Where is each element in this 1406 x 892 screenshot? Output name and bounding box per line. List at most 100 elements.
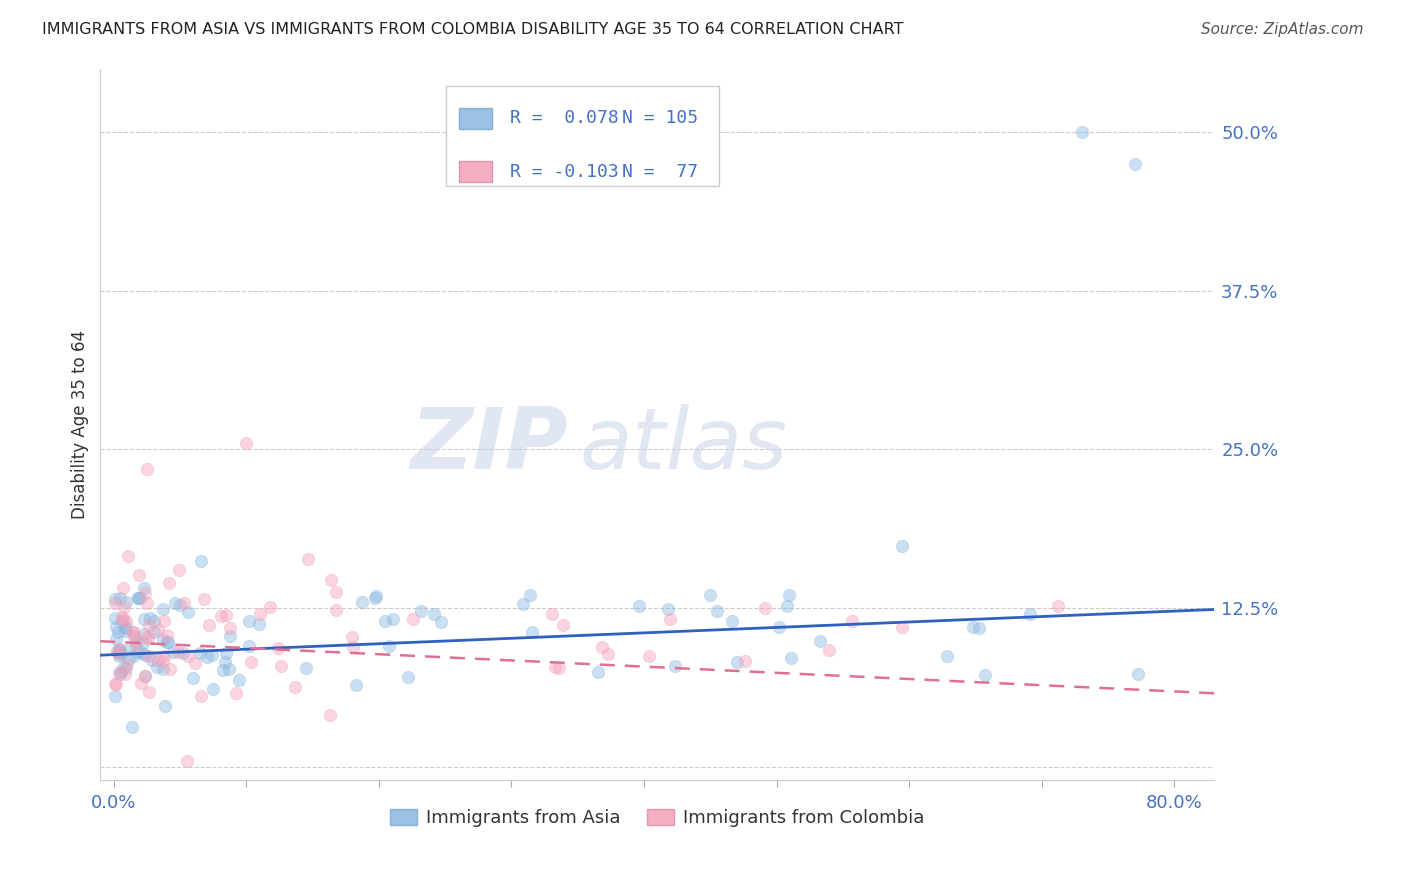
Point [111,610,134,624]
Point [541,607,564,621]
Point [152,663,174,677]
Point [962,620,984,634]
Point [134,669,156,683]
Point [105,644,128,658]
Point [132,581,155,595]
Point [104,677,127,691]
Point [754,601,776,615]
Point [153,699,176,714]
Point [131,646,153,660]
Point [122,624,145,639]
Bar [458,108,492,129]
Point [134,585,156,599]
Y-axis label: Disability Age 35 to 64: Disability Age 35 to 64 [72,329,89,518]
Point [512,597,534,611]
Point [132,636,155,650]
Point [107,642,129,657]
Point [215,647,238,661]
Point [259,600,281,615]
Point [167,564,190,578]
Point [1123,157,1146,171]
Point [374,615,396,629]
Point [218,662,240,676]
Point [128,591,150,605]
Point [967,622,990,636]
Point [284,681,307,695]
Point [114,621,136,635]
Point [973,668,995,682]
Point [111,582,134,596]
Point [214,655,236,669]
Point [779,650,801,665]
Point [209,609,232,624]
Point [364,591,387,605]
Point [202,681,225,696]
Point [136,632,159,646]
Point [146,660,169,674]
Point [111,612,134,626]
Point [235,436,257,450]
Point [135,461,157,475]
Point [115,614,138,628]
Point [107,645,129,659]
Point [342,640,364,654]
Point [197,617,219,632]
Point [156,634,179,648]
Point [319,708,342,723]
Point [195,650,218,665]
Point [121,648,143,663]
Point [138,648,160,663]
Point [890,539,912,553]
Point [657,601,679,615]
Point [134,648,156,662]
Point [104,632,127,647]
Point [112,600,135,615]
Point [423,607,446,621]
Point [297,552,319,566]
Point [157,575,180,590]
Point [381,612,404,626]
Point [325,603,347,617]
Point [1018,607,1040,621]
Point [402,612,425,626]
Point [240,655,263,669]
Point [1126,667,1149,681]
Point [935,649,957,664]
Point [352,594,374,608]
Point [132,611,155,625]
Point [115,661,138,675]
Point [129,675,152,690]
Point [125,640,148,654]
Point [104,611,127,625]
Point [364,589,387,603]
Point [181,671,204,685]
Point [1047,599,1070,614]
Text: Source: ZipAtlas.com: Source: ZipAtlas.com [1201,22,1364,37]
Point [127,591,149,605]
Text: atlas: atlas [579,404,787,487]
Point [325,585,347,599]
Bar [458,161,492,182]
Point [249,607,271,622]
Point [138,618,160,632]
Point [142,615,165,629]
Point [108,649,131,664]
Point [159,662,181,676]
Point [841,614,863,628]
FancyBboxPatch shape [446,87,718,186]
Point [110,647,132,661]
Point [104,596,127,610]
Point [808,634,831,648]
Point [136,596,159,610]
Point [522,624,544,639]
Point [152,602,174,616]
Point [153,648,176,663]
Point [734,654,756,668]
Point [112,660,135,674]
Text: R = -0.103: R = -0.103 [510,162,619,180]
Point [658,612,681,626]
Point [110,665,132,680]
Text: R =  0.078: R = 0.078 [510,110,619,128]
Point [107,665,129,679]
Point [817,643,839,657]
